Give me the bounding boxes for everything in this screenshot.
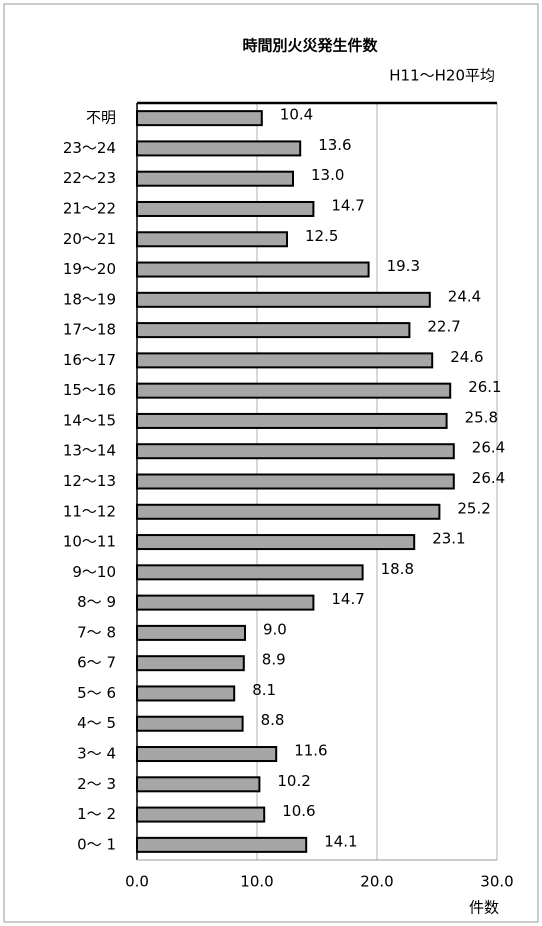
bar xyxy=(136,776,261,793)
data-label: 25.8 xyxy=(465,408,498,426)
bar xyxy=(136,412,448,429)
y-tick-label: 4～ 5 xyxy=(77,714,116,732)
data-label: 9.0 xyxy=(263,620,287,638)
chart-subtitle: H11～H20平均 xyxy=(389,67,495,85)
data-label: 14.7 xyxy=(331,196,364,214)
data-label: 10.4 xyxy=(280,106,313,124)
y-tick-label: 不明 xyxy=(86,109,116,127)
data-label: 24.6 xyxy=(450,348,483,366)
data-label: 26.4 xyxy=(472,439,505,457)
y-tick-label: 12～13 xyxy=(63,472,116,490)
data-label: 19.3 xyxy=(387,257,420,275)
y-tick-label: 2～ 3 xyxy=(77,775,116,793)
chart-title: 時間別火災発生件数 xyxy=(242,37,378,55)
bar xyxy=(136,382,452,399)
y-tick-label: 21～22 xyxy=(63,199,116,217)
x-tick-label: 30.0 xyxy=(480,873,513,891)
bar xyxy=(136,170,294,187)
data-label: 10.2 xyxy=(277,772,310,790)
x-tick-label: 10.0 xyxy=(240,873,273,891)
y-tick-label: 11～12 xyxy=(63,502,116,520)
data-label: 11.6 xyxy=(294,742,327,760)
y-tick-label: 19～20 xyxy=(63,260,116,278)
data-label: 25.2 xyxy=(457,499,490,517)
y-tick-label: 20～21 xyxy=(63,230,116,248)
y-tick-label: 1～ 2 xyxy=(77,805,116,823)
data-label: 12.5 xyxy=(305,227,338,245)
y-tick-label: 7～ 8 xyxy=(77,623,116,641)
data-label: 8.1 xyxy=(252,681,276,699)
y-tick-label: 13～14 xyxy=(63,442,116,460)
data-label: 8.9 xyxy=(262,651,286,669)
bar xyxy=(136,443,455,460)
data-label: 24.4 xyxy=(448,287,481,305)
bar xyxy=(136,110,263,127)
y-tick-label: 9～10 xyxy=(72,563,116,581)
data-label: 14.1 xyxy=(324,832,357,850)
bar xyxy=(136,322,411,339)
data-label: 8.8 xyxy=(261,711,285,729)
x-tick-label: 0.0 xyxy=(125,873,149,891)
bar xyxy=(136,624,246,641)
bar xyxy=(136,564,364,581)
bar xyxy=(136,503,441,520)
data-label: 13.6 xyxy=(318,136,351,154)
bar xyxy=(136,655,245,672)
data-label: 22.7 xyxy=(427,318,460,336)
y-tick-label: 15～16 xyxy=(63,381,116,399)
bar xyxy=(136,231,288,248)
data-label: 13.0 xyxy=(311,166,344,184)
bar xyxy=(136,806,266,823)
bar xyxy=(136,534,416,551)
bar xyxy=(136,746,278,763)
data-label: 26.4 xyxy=(472,469,505,487)
bar xyxy=(136,261,370,278)
bar xyxy=(136,473,455,490)
frame xyxy=(3,3,539,923)
data-label: 23.1 xyxy=(432,530,465,548)
data-label: 10.6 xyxy=(282,802,315,820)
y-tick-label: 6～ 7 xyxy=(77,654,116,672)
y-tick-label: 16～17 xyxy=(63,351,116,369)
bar xyxy=(136,352,434,369)
x-tick-label: 20.0 xyxy=(360,873,393,891)
bar xyxy=(136,291,431,308)
y-tick-label: 22～23 xyxy=(63,169,116,187)
bar xyxy=(136,685,236,702)
x-axis-label: 件数 xyxy=(469,899,499,917)
y-tick-label: 5～ 6 xyxy=(77,684,116,702)
y-tick-label: 23～24 xyxy=(63,139,116,157)
y-tick-label: 10～11 xyxy=(63,533,116,551)
data-label: 18.8 xyxy=(381,560,414,578)
y-tick-label: 18～19 xyxy=(63,290,116,308)
bar xyxy=(136,715,244,732)
y-tick-label: 14～15 xyxy=(63,411,116,429)
data-label: 14.7 xyxy=(331,590,364,608)
bar xyxy=(136,594,315,611)
bar xyxy=(136,836,308,853)
bar xyxy=(136,140,302,157)
bar xyxy=(136,200,315,217)
y-tick-label: 17～18 xyxy=(63,321,116,339)
data-label: 26.1 xyxy=(468,378,501,396)
y-tick-label: 8～ 9 xyxy=(77,593,116,611)
y-tick-label: 0～ 1 xyxy=(77,835,116,853)
y-tick-label: 3～ 4 xyxy=(77,745,116,763)
